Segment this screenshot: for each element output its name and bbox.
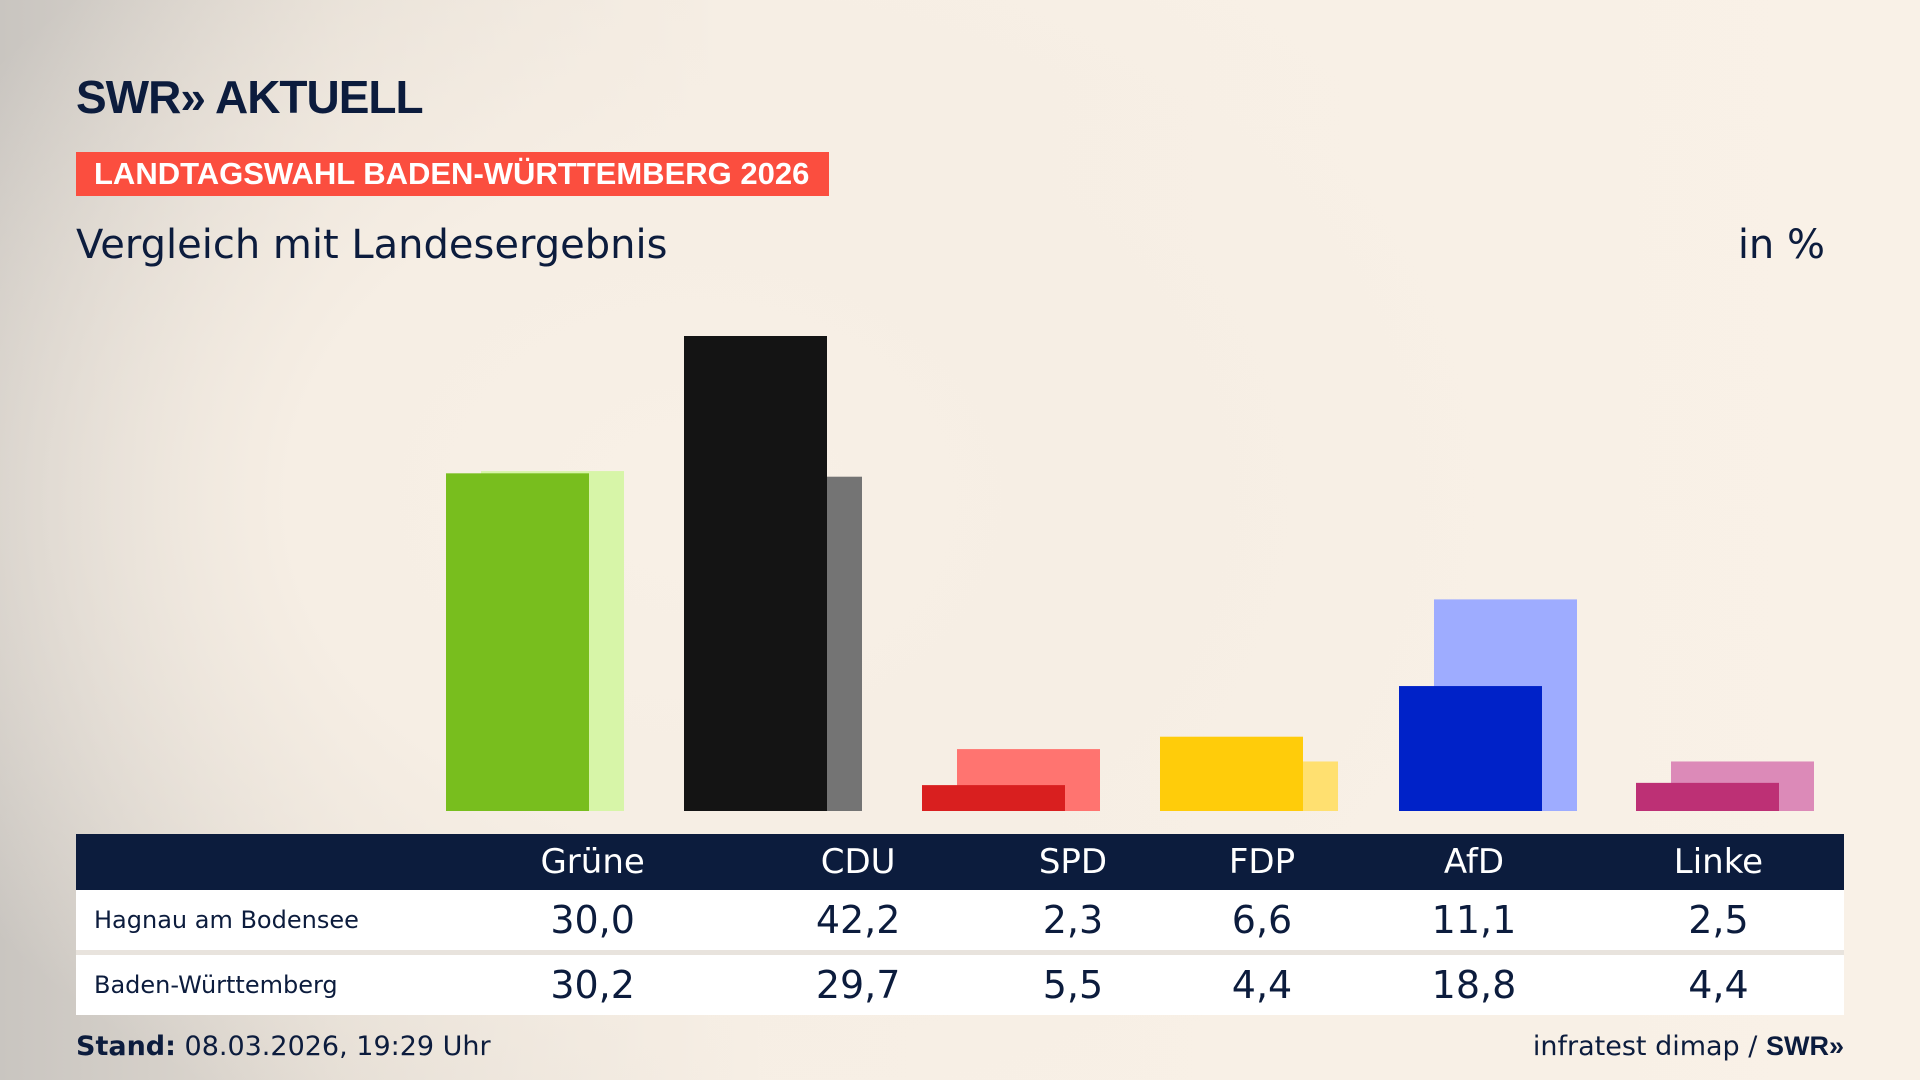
table-header: Grüne CDU SPD FDP AfD Linke [76, 834, 1844, 890]
value-cell: 4,4 [1168, 950, 1356, 1015]
main-bar-linke [1636, 782, 1779, 811]
header-cell: FDP [1168, 834, 1356, 890]
main-bar-fdp [1160, 736, 1303, 811]
header-cell [76, 834, 446, 890]
value-cell: 6,6 [1168, 890, 1356, 950]
table-row: Baden-Württemberg 30,2 29,7 5,5 4,4 18,8… [76, 950, 1844, 1015]
value-cell: 5,5 [977, 950, 1169, 1015]
swr-aktuell-logo: SWR» AKTUELL [76, 71, 424, 123]
table-row: Hagnau am Bodensee 30,0 42,2 2,3 6,6 11,… [76, 890, 1844, 950]
row-label: Hagnau am Bodensee [76, 890, 446, 950]
page-title: Vergleich mit Landesergebnis [76, 222, 668, 268]
stand-label: Stand: [76, 1031, 176, 1062]
main-bar-spd [922, 785, 1065, 811]
election-banner: LANDTAGSWAHL BADEN-WÜRTTEMBERG 2026 [76, 152, 829, 196]
main-bar-cdu [684, 336, 827, 811]
value-cell: 4,4 [1592, 950, 1844, 1015]
header-cell: Grüne [446, 834, 740, 890]
value-cell: 11,1 [1355, 890, 1593, 950]
value-cell: 29,7 [739, 950, 978, 1015]
unit-label: in % [1737, 222, 1825, 268]
header-cell: Linke [1592, 834, 1844, 890]
header-cell: AfD [1355, 834, 1593, 890]
value-cell: 30,0 [446, 890, 740, 950]
header-cell: SPD [977, 834, 1169, 890]
value-cell: 2,5 [1592, 890, 1844, 950]
results-table: Grüne CDU SPD FDP AfD Linke Hagnau am Bo… [76, 834, 1844, 1015]
source: infratest dimap / SWR» [1533, 1031, 1844, 1062]
main-bar-afd [1399, 686, 1542, 811]
swr-logo: SWR» [1765, 1031, 1844, 1061]
value-cell: 18,8 [1355, 950, 1593, 1015]
source-text: infratest dimap / [1532, 1031, 1758, 1062]
row-label: Baden-Württemberg [76, 950, 446, 1015]
bar-chart [446, 336, 1814, 811]
main-bar-grüne [446, 473, 589, 811]
value-cell: 42,2 [739, 890, 978, 950]
header-cell: CDU [739, 834, 978, 890]
stand-value: 08.03.2026, 19:29 Uhr [184, 1031, 491, 1062]
timestamp: Stand: 08.03.2026, 19:29 Uhr [76, 1031, 491, 1062]
value-cell: 2,3 [977, 890, 1169, 950]
value-cell: 30,2 [446, 950, 740, 1015]
